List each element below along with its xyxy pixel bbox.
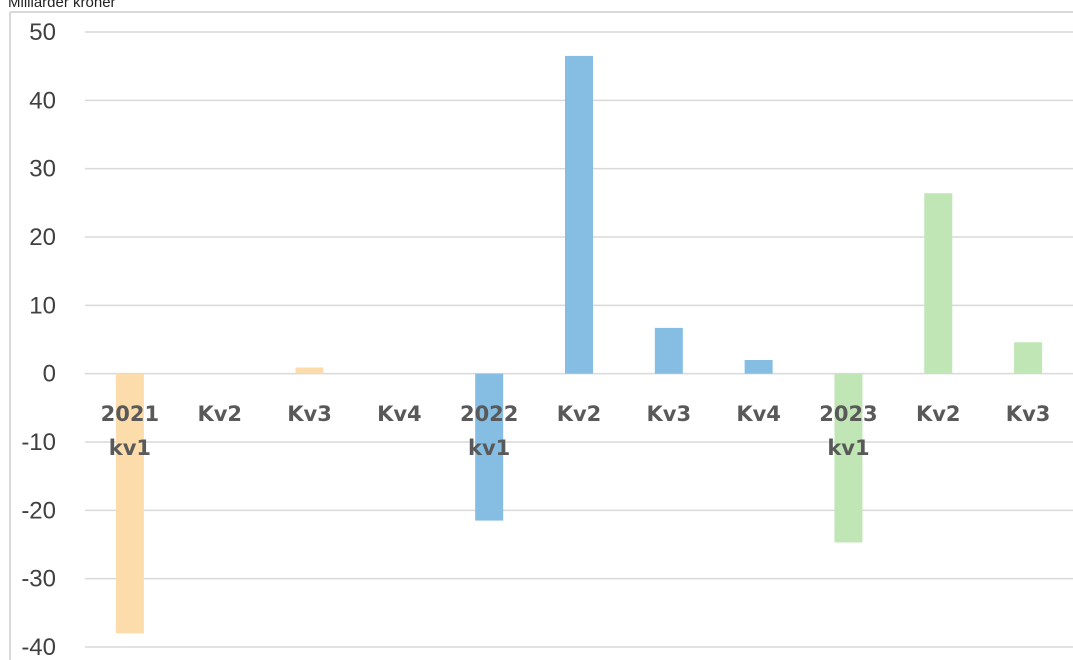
x-tick-label: Kv3 — [647, 402, 692, 426]
gridlines — [85, 31, 1073, 648]
x-tick-label: Kv4 — [736, 402, 781, 426]
y-axis-ticks: 50 40 30 20 10 0 -10 -20 -30 -40 — [21, 19, 56, 660]
y-tick-label: 20 — [29, 224, 56, 251]
bar — [295, 367, 324, 374]
chart-frame — [9, 11, 1073, 660]
y-tick-label: -40 — [21, 634, 56, 660]
x-tick-label: Kv2 — [557, 402, 602, 426]
bar — [565, 55, 593, 374]
bar — [744, 360, 773, 374]
bars — [115, 55, 1043, 634]
x-tick-label: Kv2 — [916, 402, 961, 426]
y-tick-label: 40 — [29, 87, 56, 114]
bar — [834, 373, 863, 543]
bar — [924, 193, 953, 374]
y-tick-label: 10 — [29, 292, 56, 319]
bar — [654, 327, 683, 374]
y-tick-label: 0 — [43, 361, 56, 388]
x-tick-label: 2022 kv1 — [460, 402, 518, 460]
y-tick-label: 50 — [29, 19, 56, 46]
unit-label: Milliarder kroner — [8, 0, 116, 11]
y-tick-label: -30 — [21, 566, 56, 593]
y-tick-label: 30 — [29, 156, 56, 183]
y-tick-label: -10 — [21, 429, 56, 456]
bar — [115, 373, 144, 634]
x-tick-label: Kv4 — [377, 402, 422, 426]
x-axis-ticks: 2021 kv1 Kv2 Kv3 Kv4 2022 kv1 Kv2 Kv3 Kv4 2023 kv1 K… — [101, 402, 1051, 460]
x-tick-label: 2023 kv1 — [819, 402, 877, 460]
x-tick-label: Kv2 — [197, 402, 242, 426]
bar — [1014, 342, 1043, 374]
x-tick-label: 2021 kv1 — [101, 402, 159, 460]
x-tick-label: Kv3 — [1006, 402, 1051, 426]
x-tick-label: Kv3 — [287, 402, 332, 426]
y-tick-label: -20 — [21, 497, 56, 524]
bar — [475, 373, 504, 521]
